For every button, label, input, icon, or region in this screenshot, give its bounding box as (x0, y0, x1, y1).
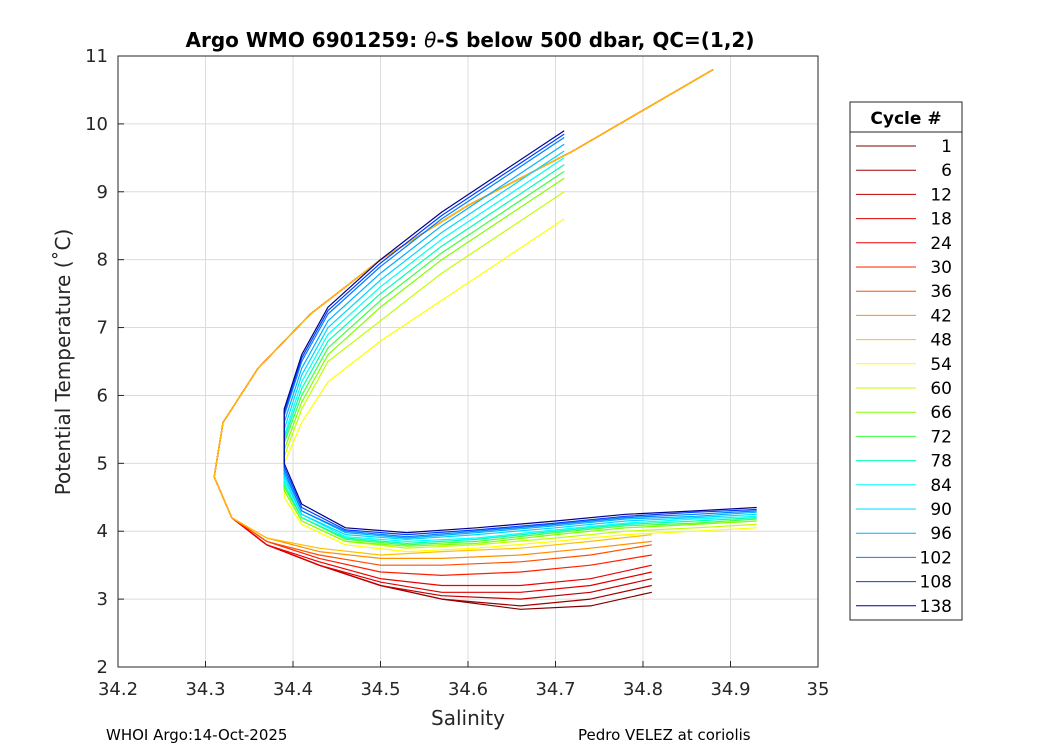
series-line-cycle-138 (283, 130, 757, 534)
series-line-cycle-60 (283, 191, 757, 549)
series-line-cycle-84 (283, 157, 757, 543)
y-tick-label: 7 (97, 318, 108, 339)
y-axis-label: Potential Temperature (˚C) (51, 229, 75, 496)
series-line-cycle-66 (283, 177, 757, 547)
legend-label-cycle-72: 72 (930, 427, 952, 447)
legend-label-cycle-12: 12 (930, 185, 952, 205)
y-tick-label: 11 (85, 46, 108, 67)
legend-label-cycle-96: 96 (930, 524, 952, 544)
y-tick-label: 2 (97, 657, 108, 678)
series-line-cycle-96 (283, 143, 757, 539)
legend-label-cycle-108: 108 (920, 573, 952, 593)
legend-label-cycle-42: 42 (930, 306, 952, 326)
x-axis-label: Salinity (431, 706, 505, 730)
series-line-cycle-78 (283, 164, 757, 545)
x-tick-label: 34.8 (623, 679, 663, 700)
grid-lines (117, 55, 819, 668)
y-tick-label: 10 (85, 114, 108, 135)
series-line-cycle-48 (213, 69, 714, 556)
y-tick-label: 6 (97, 385, 108, 406)
legend-label-cycle-66: 66 (930, 403, 952, 423)
series-line-cycle-12 (213, 69, 714, 600)
x-tick-label: 34.5 (360, 679, 400, 700)
x-tick-label: 34.2 (98, 679, 138, 700)
series-line-cycle-108 (283, 133, 757, 536)
series-line-cycle-54 (283, 218, 757, 553)
legend-label-cycle-78: 78 (930, 452, 952, 472)
data-curves (213, 69, 757, 610)
legend-label-cycle-60: 60 (930, 379, 952, 399)
legend-label-cycle-1: 1 (941, 137, 952, 157)
legend-label-cycle-102: 102 (920, 548, 952, 568)
legend-label-cycle-90: 90 (930, 500, 952, 520)
legend-title: Cycle # (870, 109, 941, 129)
x-tick-label: 34.6 (448, 679, 488, 700)
x-tick-label: 35 (807, 679, 830, 700)
series-line-cycle-72 (283, 170, 757, 546)
x-tick-label: 34.9 (710, 679, 750, 700)
legend-label-cycle-36: 36 (930, 282, 952, 302)
footer-right: Pedro VELEZ at coriolis (578, 726, 751, 744)
y-tick-label: 4 (97, 521, 108, 542)
y-tick-label: 3 (97, 589, 108, 610)
legend-label-cycle-18: 18 (930, 210, 952, 230)
y-tick-label: 9 (97, 182, 108, 203)
y-tick-label: 5 (97, 453, 108, 474)
legend-label-cycle-24: 24 (930, 234, 952, 254)
axis-ticks: 34.2 34.3 34.4 34.5 34.6 34.7 34.8 34.9 35 2 3 4 5 6 7… (85, 46, 829, 700)
legend-label-cycle-48: 48 (930, 331, 952, 351)
legend-label-cycle-30: 30 (930, 258, 952, 278)
x-tick-label: 34.3 (185, 679, 225, 700)
legend-label-cycle-84: 84 (930, 476, 952, 496)
legend: Cycle # 1 6 12 18 24 30 36 42 48 54 60 66 72 78 84 90 96… (849, 101, 963, 621)
y-tick-label: 8 (97, 250, 108, 271)
legend-label-cycle-138: 138 (920, 597, 952, 617)
series-line-cycle-102 (283, 137, 757, 538)
x-tick-label: 34.7 (535, 679, 575, 700)
series-line-cycle-90 (283, 150, 757, 541)
legend-label-cycle-6: 6 (941, 161, 952, 181)
chart-title: Argo WMO 6901259: θ-S below 500 dbar, QC… (186, 28, 755, 52)
legend-label-cycle-54: 54 (930, 355, 952, 375)
footer-left: WHOI Argo:14-Oct-2025 (106, 726, 288, 744)
x-tick-label: 34.4 (273, 679, 313, 700)
